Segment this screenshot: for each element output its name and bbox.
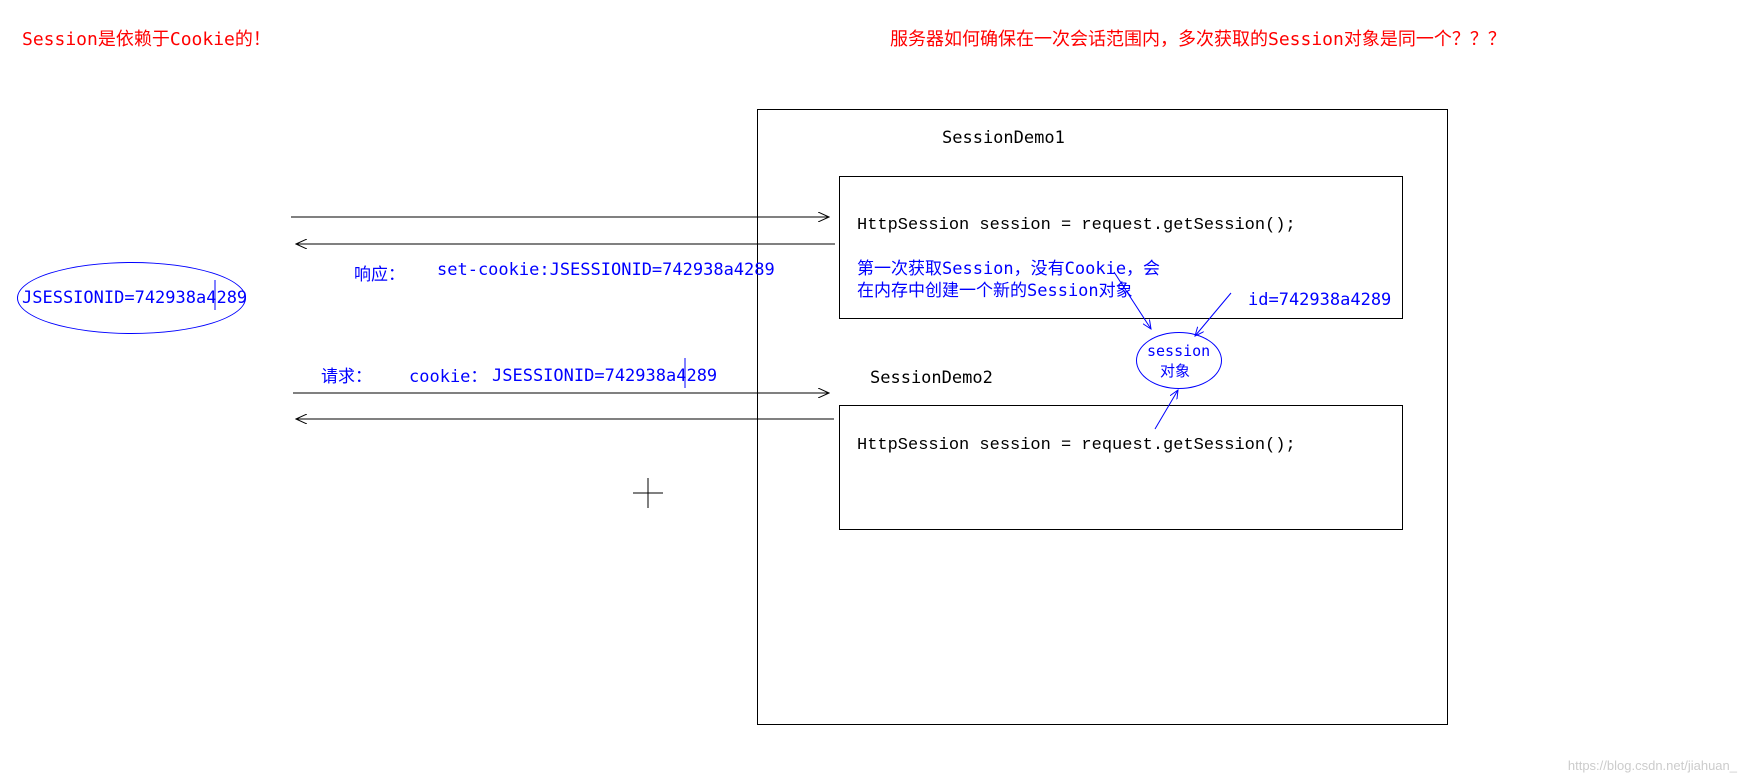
arrow-req1-right (0, 0, 1749, 783)
watermark: https://blog.csdn.net/jiahuan_ (1568, 758, 1737, 773)
